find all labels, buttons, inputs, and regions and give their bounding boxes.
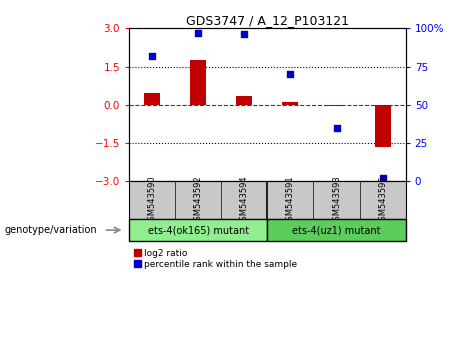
Text: GSM543593: GSM543593 bbox=[332, 175, 341, 226]
Point bbox=[287, 72, 294, 77]
Bar bbox=[236, 96, 253, 105]
Bar bbox=[282, 102, 299, 105]
Point bbox=[241, 32, 248, 37]
Text: ets-4(uz1) mutant: ets-4(uz1) mutant bbox=[292, 225, 381, 235]
Text: ets-4(ok165) mutant: ets-4(ok165) mutant bbox=[148, 225, 249, 235]
Text: GSM543592: GSM543592 bbox=[194, 175, 203, 226]
Text: GSM543591: GSM543591 bbox=[286, 175, 295, 226]
Bar bbox=[190, 60, 207, 105]
Text: GSM543595: GSM543595 bbox=[378, 175, 387, 226]
Title: GDS3747 / A_12_P103121: GDS3747 / A_12_P103121 bbox=[186, 14, 349, 27]
Bar bbox=[129, 219, 267, 241]
Legend: log2 ratio, percentile rank within the sample: log2 ratio, percentile rank within the s… bbox=[134, 249, 297, 269]
Text: genotype/variation: genotype/variation bbox=[5, 225, 97, 235]
Point bbox=[333, 125, 340, 131]
Point bbox=[379, 175, 386, 181]
Text: GSM543590: GSM543590 bbox=[148, 175, 157, 226]
Point bbox=[195, 30, 202, 36]
Text: GSM543594: GSM543594 bbox=[240, 175, 249, 226]
Bar bbox=[374, 105, 390, 147]
Bar bbox=[144, 93, 160, 105]
Bar bbox=[267, 219, 406, 241]
Point bbox=[148, 53, 156, 59]
Bar bbox=[328, 105, 345, 106]
